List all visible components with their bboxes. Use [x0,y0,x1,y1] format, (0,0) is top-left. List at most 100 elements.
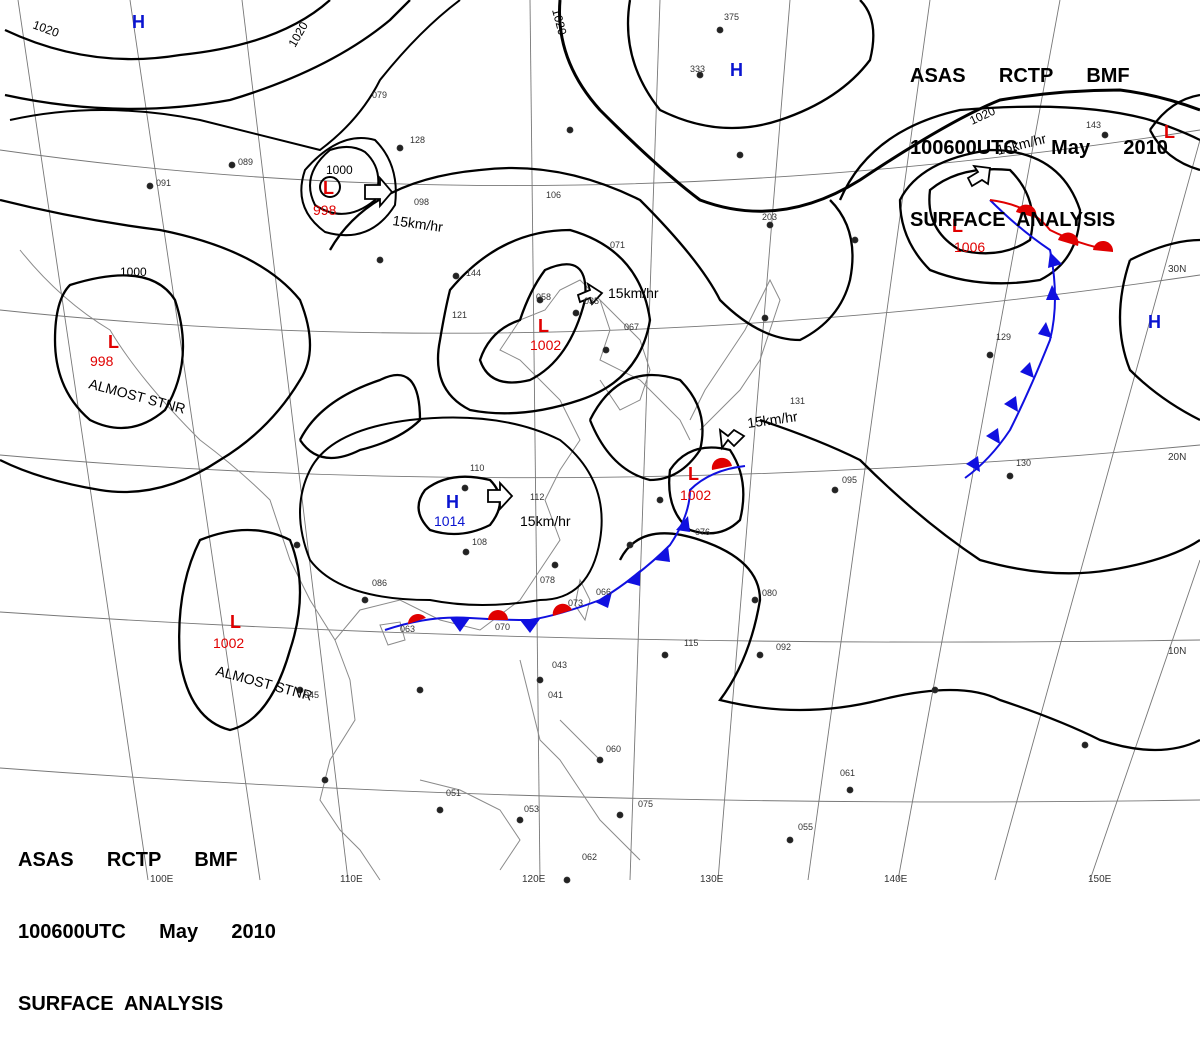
lon-label: 120E [522,874,546,885]
lon-label: 150E [1088,874,1112,885]
station-marker [322,777,328,783]
station-value: 095 [842,475,857,485]
station-value: 075 [638,799,653,809]
station-marker [377,257,383,263]
low-symbol: L [538,316,549,336]
station-value: 144 [466,268,481,278]
station-marker [147,183,153,189]
low-symbol: L [688,464,699,484]
station-value: 121 [452,310,467,320]
station-value: 066 [596,587,611,597]
header-line-1: ASAS RCTP BMF [18,848,276,872]
station-value: 055 [798,822,813,832]
station-marker [573,310,579,316]
station-marker [757,652,763,658]
station-value: 051 [446,788,461,798]
station-value: 073 [568,598,583,608]
station-value: 128 [410,135,425,145]
low-pressure-value: 998 [90,353,114,369]
station-value: 080 [762,588,777,598]
high-symbol: H [730,60,743,80]
station-marker [417,687,423,693]
station-value: 089 [238,157,253,167]
station-value: 058 [536,292,551,302]
station-value: 086 [372,578,387,588]
station-value: 071 [610,240,625,250]
station-marker [597,757,603,763]
station-value: 079 [372,90,387,100]
station-marker [657,497,663,503]
header-line-3: SURFACE ANALYSIS [910,208,1168,232]
station-value: 130 [1016,458,1031,468]
station-marker [662,652,668,658]
header-line-3: SURFACE ANALYSIS [18,992,276,1016]
station-value: 063 [400,624,415,634]
isobar-label: 1000 [326,163,353,177]
low-pressure-value: 1002 [213,635,244,651]
low-symbol: L [230,612,241,632]
station-marker [852,237,858,243]
lat-label: 10N [1168,646,1186,657]
station-marker [437,807,443,813]
low-pressure-value: 1002 [680,487,711,503]
station-marker [552,562,558,568]
station-marker [737,152,743,158]
low-pressure-value: 998 [313,202,337,218]
station-value: 067 [624,322,639,332]
station-marker [752,597,758,603]
station-marker [603,347,609,353]
high-pressure-value: 1014 [434,513,465,529]
station-marker [453,273,459,279]
station-value: 035 [584,296,599,306]
high-symbol: H [1148,312,1161,332]
station-value: 110 [470,463,484,473]
isobar-label: 1000 [120,265,147,279]
lon-label: 110E [340,874,363,885]
motion-speed-label: 15km/hr [608,285,659,301]
low-symbol: L [323,178,334,198]
station-marker [564,877,570,883]
station-value: 129 [996,332,1011,342]
station-marker [762,315,768,321]
station-marker [717,27,723,33]
station-value: 108 [472,537,487,547]
station-value: 043 [552,660,567,670]
lat-label: 30N [1168,264,1186,275]
low-symbol: L [108,332,119,352]
header-line-2: 100600UTC May 2010 [18,920,276,944]
station-marker [1082,742,1088,748]
station-value: 060 [606,744,621,754]
station-value: 106 [546,190,561,200]
station-value: 070 [495,622,510,632]
station-marker [932,687,938,693]
analysis-header-bottom: ASAS RCTP BMF 100600UTC May 2010 SURFACE… [18,800,276,1040]
station-value: 061 [840,768,855,778]
header-line-1: ASAS RCTP BMF [910,64,1168,88]
station-marker [463,549,469,555]
station-marker [567,127,573,133]
station-marker [847,787,853,793]
station-value: 115 [684,638,698,648]
station-value: 091 [156,178,171,188]
station-value: 045 [304,690,319,700]
station-value: 092 [776,642,791,652]
station-value: 076 [695,527,710,537]
low-pressure-value: 1002 [530,337,561,353]
motion-speed-label: 15km/hr [520,513,571,529]
station-value: 333 [690,64,705,74]
station-value: 078 [540,575,555,585]
station-marker [362,597,368,603]
analysis-header-top: ASAS RCTP BMF 100600UTC May 2010 SURFACE… [910,16,1168,256]
station-value: 203 [762,212,777,222]
station-marker [462,485,468,491]
station-value: 062 [582,852,597,862]
station-marker [229,162,235,168]
lon-label: 130E [700,874,724,885]
station-marker [627,542,633,548]
station-marker [767,222,773,228]
station-marker [517,817,523,823]
station-marker [832,487,838,493]
station-value: 098 [414,197,429,207]
high-symbol: H [446,492,459,512]
station-marker [1007,473,1013,479]
